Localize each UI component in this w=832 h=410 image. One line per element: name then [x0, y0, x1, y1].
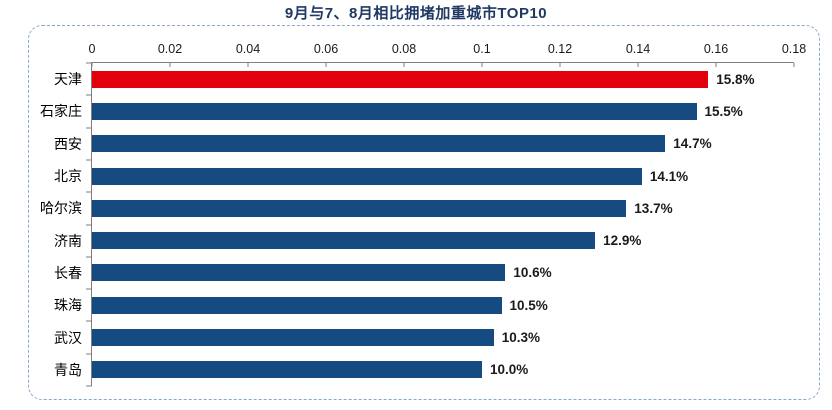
x-axis-tick-label: 0.08 — [391, 42, 417, 56]
x-axis-tick-mark — [169, 63, 171, 67]
x-axis-tick-mark — [403, 63, 405, 67]
x-axis-tick-label: 0 — [88, 42, 96, 56]
chart-title: 9月与7、8月相比拥堵加重城市TOP10 — [284, 5, 548, 22]
value-label: 10.3% — [501, 330, 540, 346]
bar-row: 武汉 10.3% — [54, 321, 794, 353]
x-axis-tick-mark — [559, 63, 561, 67]
x-axis-tick-label: 0.02 — [157, 42, 183, 56]
bar — [92, 329, 494, 347]
x-axis-tick-label: 0.1 — [473, 42, 491, 56]
bar-row: 济南 12.9% — [54, 224, 794, 256]
category-label: 长春 — [54, 264, 82, 281]
x-axis-tick-label: 0.16 — [703, 42, 729, 56]
x-axis-tick-mark — [793, 63, 795, 67]
category-label: 西安 — [54, 135, 82, 152]
y-axis-tick-mark — [86, 353, 92, 355]
bar-row: 天津 15.8% — [54, 63, 794, 95]
value-label: 15.8% — [716, 71, 755, 87]
bar-row: 长春 10.6% — [54, 257, 794, 289]
category-label: 珠海 — [54, 297, 82, 314]
x-axis-tick-mark — [325, 63, 327, 67]
bar — [92, 167, 642, 185]
bar — [92, 361, 482, 379]
bar-row: 珠海 10.5% — [54, 289, 794, 321]
x-axis-tick-label: 0.12 — [547, 42, 573, 56]
category-label: 哈尔滨 — [40, 200, 82, 217]
x-axis-tick-label: 0.04 — [235, 42, 261, 56]
value-label: 10.5% — [509, 297, 548, 313]
y-axis-tick-mark — [86, 320, 92, 322]
y-axis-tick-mark — [86, 256, 92, 258]
category-label: 北京 — [54, 168, 82, 185]
category-label: 济南 — [54, 232, 82, 249]
y-axis-tick-mark — [86, 127, 92, 129]
value-label: 14.1% — [649, 168, 689, 184]
bar — [92, 232, 596, 250]
bar-rows: 天津 15.8% 石家庄 15.5% 西安 14.7% 北京 14.1% 哈尔滨 13.7% 济南 1… — [40, 63, 794, 386]
bar-row: 北京 14.1% — [54, 160, 794, 192]
bar — [92, 135, 666, 153]
x-axis-tick-mark — [715, 63, 717, 67]
bar — [92, 264, 506, 282]
bar-row: 石家庄 15.5% — [40, 95, 794, 127]
y-axis-tick-mark — [86, 224, 92, 225]
bar-row: 西安 14.7% — [54, 128, 794, 160]
category-label: 天津 — [54, 71, 82, 88]
x-axis-tick-mark — [637, 63, 639, 67]
bar — [92, 199, 627, 217]
x-axis-tick-mark — [247, 63, 249, 67]
y-axis-tick-mark — [86, 94, 92, 96]
x-axis-tick-mark — [91, 63, 93, 67]
plot-area: 0 0.02 0.04 0.06 0.08 0.1 0.12 0.14 0.16 0.18 天津 15… — [40, 42, 806, 387]
x-axis-tick-label: 0.06 — [313, 42, 339, 56]
category-label: 青岛 — [54, 361, 82, 378]
value-label: 15.5% — [704, 103, 743, 119]
x-axis-tick-mark — [481, 63, 483, 67]
bar — [92, 102, 697, 120]
x-axis-tick-label: 0.14 — [625, 42, 651, 56]
bar — [92, 296, 502, 314]
value-label: 12.9% — [603, 233, 642, 249]
bar-row: 哈尔滨 13.7% — [40, 192, 794, 224]
value-label: 13.7% — [634, 200, 673, 216]
bar — [92, 70, 709, 88]
y-axis-tick-mark — [86, 62, 92, 64]
value-label: 10.6% — [513, 265, 552, 281]
y-axis-tick-mark — [86, 288, 92, 290]
x-axis-tick-label: 0.18 — [781, 42, 807, 56]
bar-row: 青岛 10.0% — [54, 354, 794, 386]
category-label: 石家庄 — [40, 103, 82, 120]
y-axis-tick-mark — [86, 159, 92, 161]
y-axis-tick-mark — [86, 385, 92, 387]
value-label: 10.0% — [490, 362, 529, 378]
y-axis-tick-mark — [86, 191, 92, 193]
category-label: 武汉 — [54, 329, 82, 346]
value-label: 14.7% — [673, 136, 712, 152]
